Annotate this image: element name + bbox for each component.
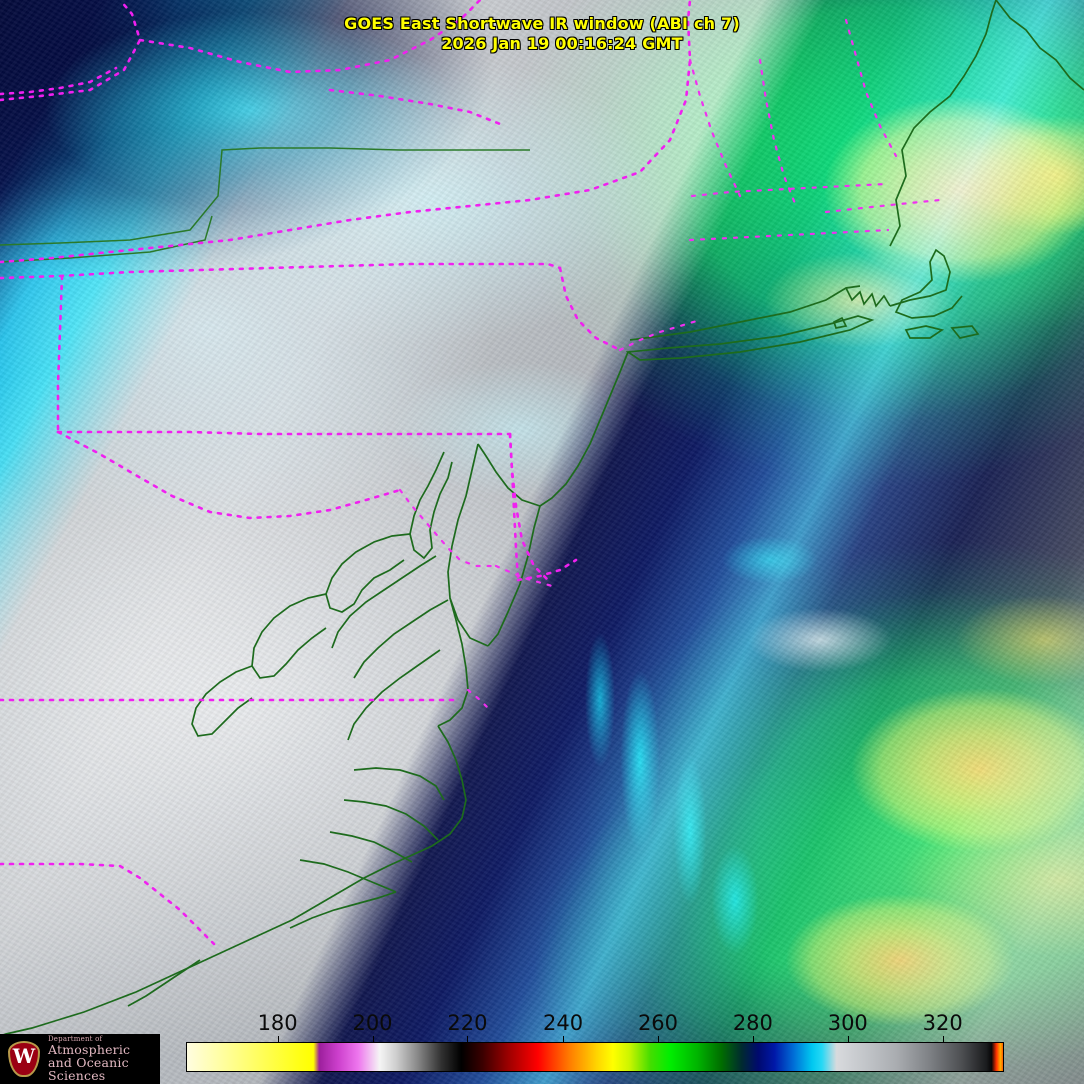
- coastline-james: [347, 649, 441, 741]
- coastline-chesapeake-west-3: [191, 665, 253, 737]
- border-pa-west: [56, 274, 64, 434]
- colorbar-tick-marks: [186, 1036, 1004, 1042]
- colorbar: [186, 1036, 1004, 1072]
- colorbar-tick-280: [752, 1036, 754, 1042]
- border-ontario-lakes: [0, 66, 118, 96]
- coastline-albemarle-sound: [353, 767, 445, 801]
- coastline-delaware-bay: [477, 443, 541, 507]
- border-ny-canada: [0, 0, 692, 264]
- colorbar-tick-labels: 180 200 220 240 260 280 300 320: [186, 1011, 1004, 1035]
- border-va-md-potomac: [398, 488, 498, 568]
- coastline-nantucket: [950, 325, 980, 339]
- coastline-chesapeake-upper: [409, 451, 453, 560]
- logo-name-line-2: and Oceanic Sciences: [48, 1055, 129, 1084]
- border-de-md-east: [516, 558, 578, 582]
- coastline-nc-mainland: [299, 859, 397, 893]
- border-nj-state: [508, 432, 550, 582]
- coastline-new-jersey: [539, 351, 629, 507]
- coastline-massachusetts-bay: [889, 0, 997, 247]
- colorbar-label-180: 180: [257, 1011, 298, 1035]
- coastline-chesapeake-west-2: [251, 593, 327, 679]
- colorbar-tick-320: [942, 1036, 944, 1042]
- colorbar-label-220: 220: [447, 1011, 488, 1035]
- logo-text-block: Department of Atmospheric and Oceanic Sc…: [48, 1034, 160, 1084]
- colorbar-label-280: 280: [732, 1011, 773, 1035]
- border-canada-us-north: [0, 0, 142, 102]
- colorbar-label-320: 320: [922, 1011, 963, 1035]
- border-ct-ma-east: [688, 228, 890, 242]
- coastline-chesapeake-west-1: [325, 533, 411, 613]
- coastline-marthas-vineyard: [904, 325, 945, 339]
- logo-department-line: Department of: [48, 1034, 103, 1043]
- colorbar-tick-240: [563, 1036, 565, 1042]
- border-nh-vt: [758, 58, 798, 208]
- border-vt-ny: [688, 58, 742, 198]
- border-delmarva-va-line: [494, 564, 554, 588]
- coastline-rhode-island-bays: [845, 287, 891, 308]
- coastline-long-island: [625, 315, 875, 361]
- border-pa-ny-east: [558, 266, 622, 352]
- coastline-maine: [995, 0, 1084, 91]
- border-ny-ct-nj: [618, 318, 702, 352]
- coastline-great-lakes: [0, 147, 530, 246]
- border-ny-pa: [0, 262, 562, 280]
- uw-madison-aos-logo: W Department of Atmospheric and Oceanic …: [0, 1034, 160, 1084]
- coastline-delmarva-east: [487, 505, 541, 647]
- border-md-de: [508, 432, 520, 582]
- border-ct-ri-ma: [824, 198, 942, 214]
- border-wv-va-north: [56, 430, 402, 520]
- coastline-potomac: [331, 555, 437, 649]
- border-nc-sc: [0, 862, 216, 946]
- border-nh-me: [844, 18, 898, 158]
- crest-shield-shape: [8, 1041, 40, 1077]
- coastline-delmarva-west: [447, 443, 489, 647]
- colorbar-gradient: [186, 1042, 1004, 1072]
- coastline-outer-banks: [0, 725, 467, 1037]
- coastline-block-island: [832, 316, 848, 329]
- coastline-cape-cod: [889, 248, 963, 319]
- border-ontario-quebec: [138, 0, 482, 74]
- colorbar-tick-260: [657, 1036, 659, 1042]
- colorbar-tick-180: [277, 1036, 279, 1042]
- border-pa-south: [56, 430, 512, 436]
- colorbar-label-260: 260: [637, 1011, 679, 1035]
- coastline-va-east-shore: [437, 597, 469, 727]
- colorbar-tick-220: [467, 1036, 469, 1042]
- colorbar-tick-200: [372, 1036, 374, 1042]
- coastline-rappahannock: [353, 599, 449, 679]
- colorbar-label-240: 240: [543, 1011, 584, 1035]
- colorbar-label-300: 300: [827, 1011, 868, 1035]
- uw-crest-icon: W: [4, 1038, 44, 1080]
- coastline-cape-fear: [127, 959, 201, 1007]
- coastline-pamlico-sound: [343, 799, 439, 841]
- border-upstate-ny-dotted: [328, 88, 502, 126]
- crest-letter: W: [12, 1044, 36, 1068]
- coastline-neuse-river: [329, 831, 413, 863]
- colorbar-tick-300: [847, 1036, 849, 1042]
- logo-name-line-1: Atmospheric: [48, 1041, 131, 1057]
- coastline-connecticut-shore: [629, 285, 861, 341]
- colorbar-label-200: 200: [352, 1011, 393, 1035]
- coastline-lake-ontario-south: [0, 215, 213, 263]
- coastline-cape-lookout: [289, 891, 397, 929]
- border-nc-coastal-dotted: [466, 688, 494, 714]
